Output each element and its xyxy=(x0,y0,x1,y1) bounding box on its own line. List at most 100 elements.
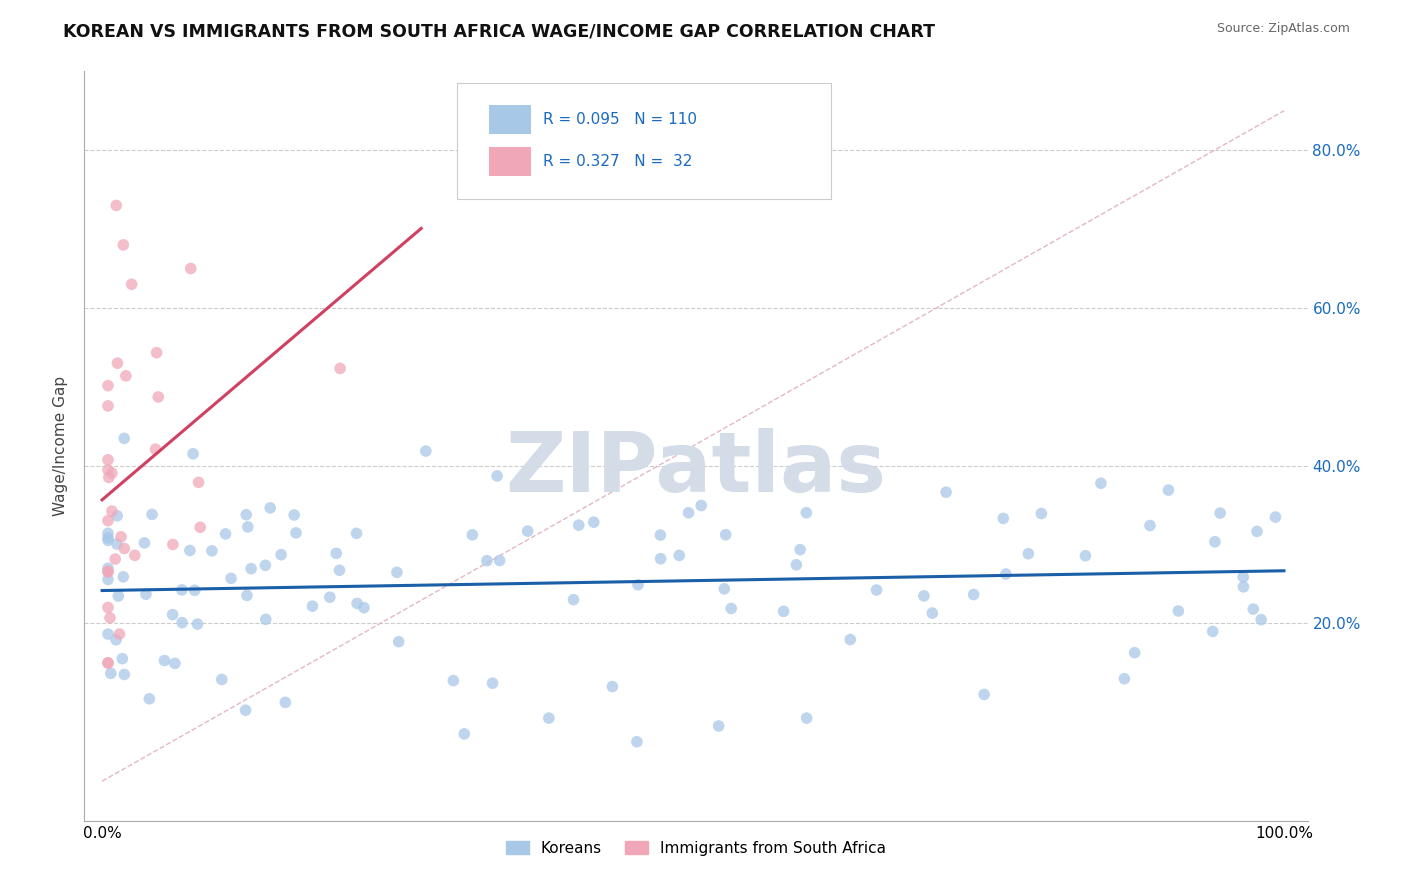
Point xyxy=(1232,580,1254,594)
Point xyxy=(97,573,120,587)
Point xyxy=(112,667,135,681)
Point xyxy=(97,561,120,575)
Point xyxy=(98,611,121,625)
Point xyxy=(100,666,122,681)
Point xyxy=(713,582,735,596)
Point xyxy=(254,558,277,573)
Point xyxy=(97,526,120,541)
Point xyxy=(562,592,585,607)
Point xyxy=(865,582,887,597)
Point xyxy=(104,552,127,566)
Point xyxy=(97,656,120,670)
Point xyxy=(582,515,605,529)
Point xyxy=(97,565,120,579)
Point xyxy=(1157,483,1180,497)
Point xyxy=(219,571,242,585)
Point xyxy=(108,627,131,641)
Point xyxy=(650,528,672,542)
Point xyxy=(121,277,143,292)
Point xyxy=(1017,547,1039,561)
Point xyxy=(453,727,475,741)
Point xyxy=(690,499,713,513)
Point xyxy=(481,676,503,690)
Point xyxy=(180,261,202,276)
Point xyxy=(963,588,986,602)
Point xyxy=(97,600,120,615)
Point xyxy=(353,600,375,615)
Point xyxy=(1202,624,1225,639)
Point xyxy=(568,518,591,533)
Point xyxy=(346,596,368,610)
Point xyxy=(678,506,700,520)
Point xyxy=(183,583,205,598)
Point xyxy=(1123,646,1146,660)
Point xyxy=(97,453,120,467)
Point xyxy=(668,549,690,563)
Point xyxy=(188,520,211,534)
Text: Source: ZipAtlas.com: Source: ZipAtlas.com xyxy=(1216,22,1350,36)
Point xyxy=(285,525,308,540)
Point xyxy=(486,469,509,483)
Point xyxy=(1209,506,1232,520)
Point xyxy=(107,356,129,370)
Point xyxy=(240,562,263,576)
Point xyxy=(97,533,120,548)
Point xyxy=(475,554,498,568)
Point xyxy=(181,447,204,461)
Text: R = 0.095   N = 110: R = 0.095 N = 110 xyxy=(543,112,697,128)
Point xyxy=(97,656,120,670)
Point xyxy=(1090,476,1112,491)
Y-axis label: Wage/Income Gap: Wage/Income Gap xyxy=(53,376,69,516)
Point xyxy=(153,654,176,668)
Point xyxy=(186,617,208,632)
Point xyxy=(179,543,201,558)
Point xyxy=(235,703,257,717)
Point xyxy=(789,542,811,557)
Point xyxy=(259,500,281,515)
Point xyxy=(720,601,742,615)
Point xyxy=(994,567,1017,582)
Point xyxy=(105,198,128,212)
Point xyxy=(187,475,209,490)
Point xyxy=(254,612,277,626)
Point xyxy=(105,508,128,523)
Point xyxy=(236,588,259,602)
Point xyxy=(124,549,146,563)
Point xyxy=(627,578,650,592)
Point xyxy=(172,615,194,630)
Point xyxy=(112,431,135,445)
Text: ZIPatlas: ZIPatlas xyxy=(506,428,886,509)
Point xyxy=(112,238,135,252)
Point xyxy=(97,399,120,413)
Point xyxy=(516,524,538,538)
Point xyxy=(112,570,135,584)
Point xyxy=(796,711,818,725)
Point xyxy=(1264,510,1286,524)
Point xyxy=(602,680,624,694)
Point xyxy=(650,551,672,566)
Point xyxy=(163,657,186,671)
Point xyxy=(537,711,560,725)
Point xyxy=(785,558,807,572)
Point xyxy=(301,599,323,614)
Point xyxy=(97,564,120,578)
Point xyxy=(170,582,193,597)
Point xyxy=(328,563,350,577)
Point xyxy=(97,378,120,392)
Point xyxy=(461,528,484,542)
Point xyxy=(714,527,737,541)
Point xyxy=(236,520,259,534)
Point xyxy=(134,536,156,550)
Point xyxy=(839,632,862,647)
Point xyxy=(105,537,128,551)
Point xyxy=(162,537,184,551)
Point xyxy=(101,504,124,518)
Text: KOREAN VS IMMIGRANTS FROM SOUTH AFRICA WAGE/INCOME GAP CORRELATION CHART: KOREAN VS IMMIGRANTS FROM SOUTH AFRICA W… xyxy=(63,22,935,40)
Point xyxy=(97,470,120,484)
Point xyxy=(1241,602,1264,616)
FancyBboxPatch shape xyxy=(489,105,530,135)
Point xyxy=(162,607,184,622)
Point xyxy=(270,548,292,562)
Point xyxy=(1250,613,1272,627)
Point xyxy=(105,632,128,647)
